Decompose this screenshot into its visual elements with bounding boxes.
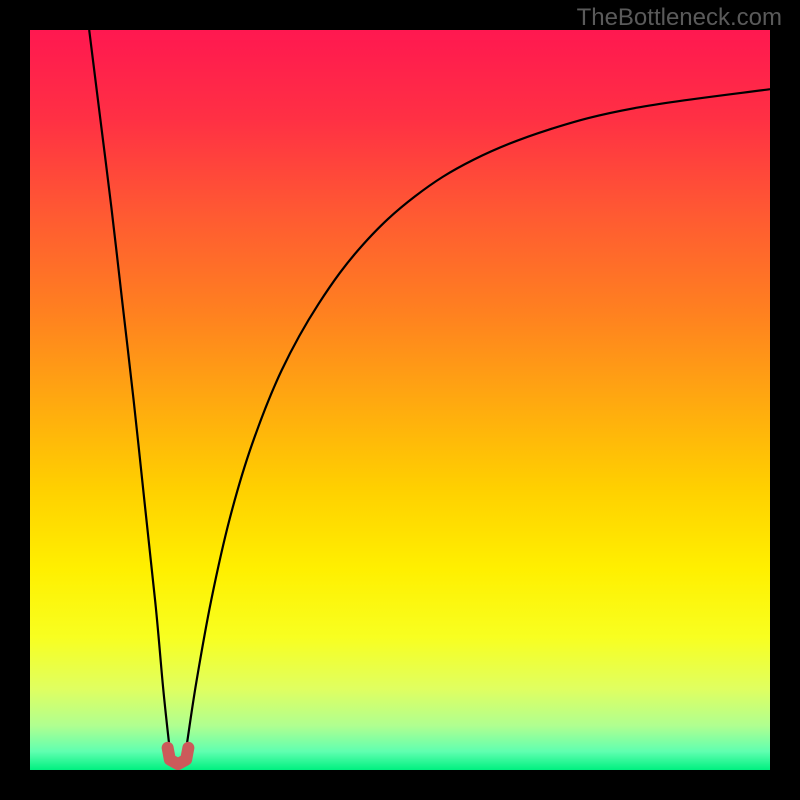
- plot-area: [30, 30, 770, 770]
- watermark-text: TheBottleneck.com: [577, 4, 782, 32]
- curves-layer: [30, 30, 770, 770]
- chart-container: TheBottleneck.com: [0, 0, 800, 800]
- optimal-marker: [168, 748, 189, 764]
- curve-left: [89, 30, 169, 744]
- curve-right: [187, 89, 770, 744]
